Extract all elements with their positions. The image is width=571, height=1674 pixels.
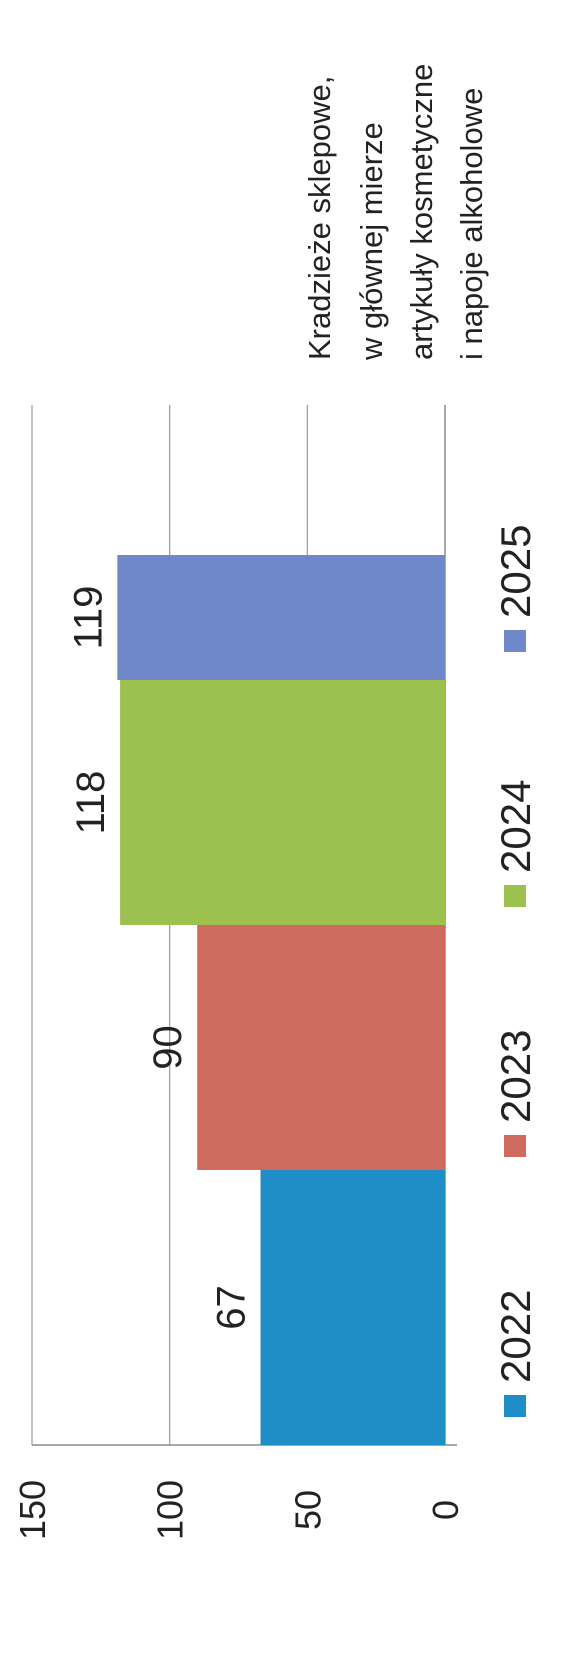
title-line: Kradzieże sklepowe,: [302, 76, 337, 360]
chart-title: Kradzieże sklepowe, w głównej mierze artyk…: [302, 64, 489, 361]
legend-swatch: [504, 1395, 526, 1417]
bar-2024: [120, 680, 446, 925]
bar-2025: [117, 555, 445, 680]
data-label: 90: [146, 1025, 190, 1070]
data-labels: 67 90 118 119: [66, 586, 253, 1330]
legend-swatch: [504, 885, 526, 907]
bars: [117, 555, 446, 1445]
value-tick-label: 100: [150, 1480, 191, 1540]
title-line: artykuły kosmetyczne: [404, 64, 439, 360]
title-line: i napoje alkoholowe: [454, 88, 489, 360]
legend-label: 2022: [492, 1290, 539, 1383]
tick-labels: 0 50 100 150: [12, 1480, 466, 1540]
bar-2022: [260, 1170, 445, 1445]
data-label: 118: [69, 771, 113, 835]
title-line: w głównej mierze: [354, 122, 389, 361]
legend-swatch: [504, 630, 526, 652]
value-tick-label: 150: [12, 1480, 53, 1540]
legend-label: 2023: [492, 1030, 539, 1123]
data-label: 67: [210, 1285, 254, 1330]
legend-label: 2024: [492, 780, 539, 873]
legend-swatch: [504, 1135, 526, 1157]
legend: 2022 2023 2024 2025: [492, 525, 539, 1417]
value-tick-label: 50: [287, 1490, 328, 1530]
data-label: 119: [66, 586, 110, 650]
legend-label: 2025: [492, 525, 539, 618]
value-tick-label: 0: [425, 1500, 466, 1520]
bar-2023: [197, 925, 445, 1170]
